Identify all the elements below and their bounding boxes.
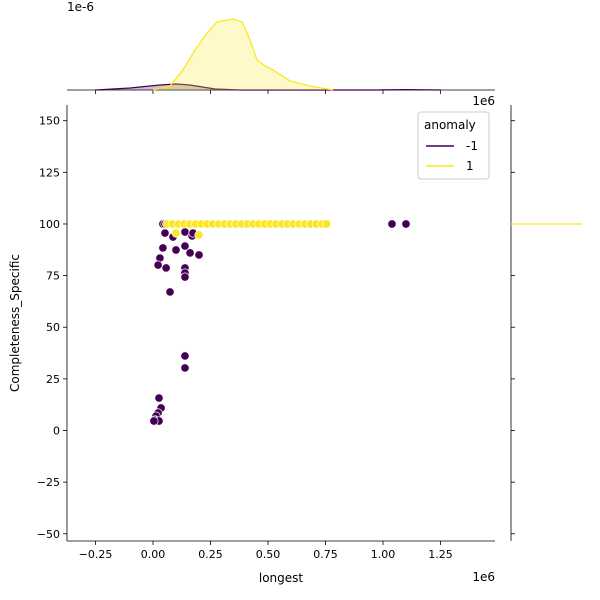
x-axis-label: longest xyxy=(259,571,304,585)
point-series-1 xyxy=(322,219,332,229)
point-series-1 xyxy=(171,228,181,238)
point-series-0 xyxy=(161,263,171,273)
legend-title: anomaly xyxy=(424,118,476,132)
point-series-0 xyxy=(185,248,195,258)
top-marginal-kde xyxy=(67,18,495,94)
right-marginal-kde xyxy=(510,105,582,541)
point-series-0 xyxy=(158,243,168,253)
top-y-offset-label: 1e-6 xyxy=(67,0,94,14)
point-series-0 xyxy=(194,250,204,260)
y-tick-label: −25 xyxy=(37,476,60,489)
point-series-0 xyxy=(160,228,170,238)
point-series-0 xyxy=(165,287,175,297)
point-series-0 xyxy=(149,416,159,426)
y-tick-label: 150 xyxy=(39,115,60,128)
y-tick-label: −50 xyxy=(37,528,60,541)
x-tick-label: 0.25 xyxy=(198,548,223,561)
legend: anomaly -1 1 xyxy=(417,111,490,180)
kde-line-series-0 xyxy=(95,83,441,91)
point-series-0 xyxy=(180,351,190,361)
kde-fill-series-1 xyxy=(153,19,334,90)
legend-label-1: 1 xyxy=(466,159,474,173)
scatter-axes: −0.25 0.00 0.25 0.50 0.75 1.00 1.25 −50 −25 0 25 50… xyxy=(37,105,495,561)
point-series-0 xyxy=(153,260,163,270)
x-tick-label: 1.00 xyxy=(371,548,396,561)
point-series-1 xyxy=(194,230,204,240)
y-axis-label: Completeness_Specific xyxy=(8,254,22,392)
x-tick-label: 1.25 xyxy=(428,548,453,561)
point-series-0 xyxy=(180,272,190,282)
point-series-0 xyxy=(180,241,190,251)
x-tick-label: 0.50 xyxy=(256,548,281,561)
y-tick-label: 100 xyxy=(39,218,60,231)
y-tick-label: 50 xyxy=(46,321,60,334)
top-x-offset-label: 1e6 xyxy=(472,94,495,108)
kde-fill-series-0 xyxy=(95,84,441,90)
legend-label-neg1: -1 xyxy=(466,139,478,153)
y-tick-label: 25 xyxy=(46,373,60,386)
x-tick-label: −0.25 xyxy=(79,548,113,561)
point-series-0 xyxy=(401,219,411,229)
y-tick-label: 125 xyxy=(39,166,60,179)
point-series-0 xyxy=(171,245,181,255)
y-tick-label: 75 xyxy=(46,270,60,283)
x-offset-label: 1e6 xyxy=(472,570,495,584)
point-series-0 xyxy=(154,393,164,403)
kde-line-series-1 xyxy=(152,18,334,91)
x-tick-label: 0.75 xyxy=(313,548,338,561)
point-series-0 xyxy=(387,219,397,229)
point-series-0 xyxy=(180,363,190,373)
x-tick-label: 0.00 xyxy=(141,548,166,561)
y-tick-label: 0 xyxy=(53,425,60,438)
